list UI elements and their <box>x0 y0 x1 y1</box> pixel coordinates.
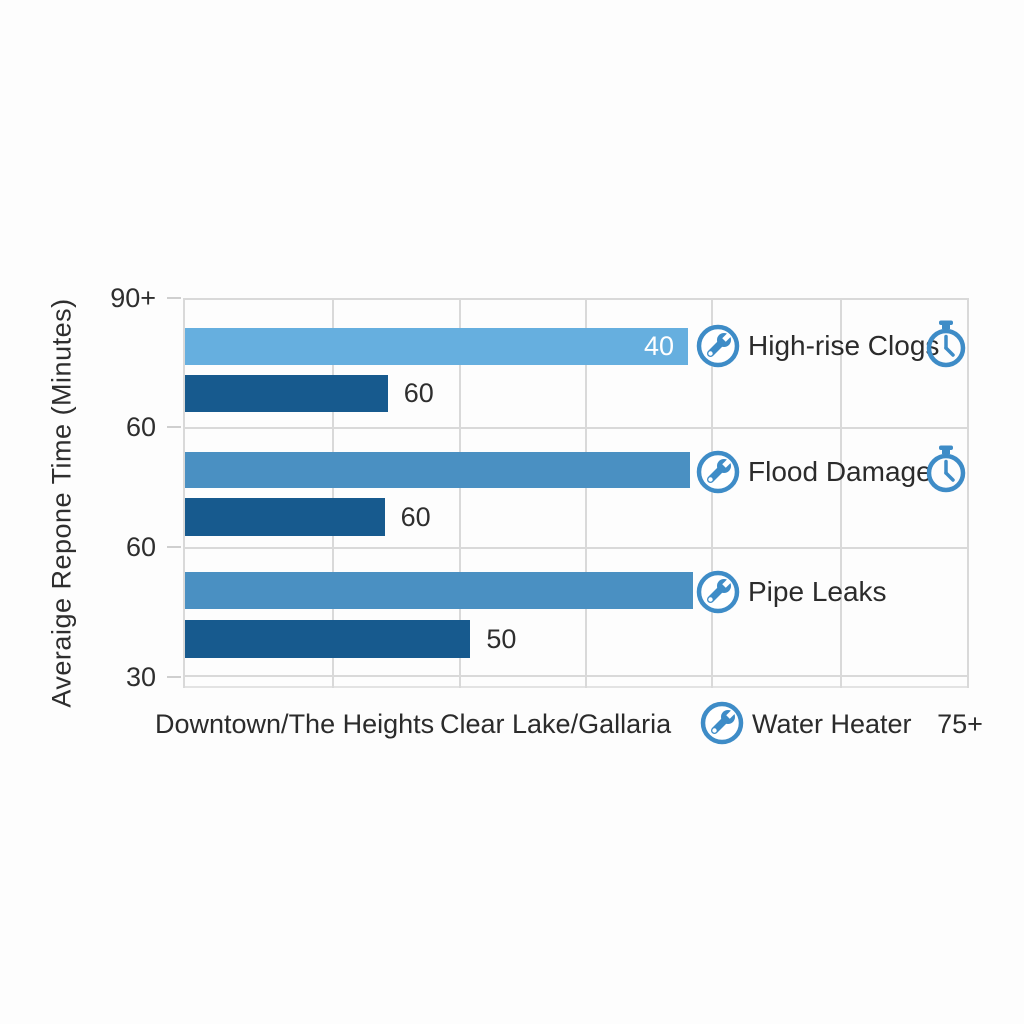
plot-area: 40 60 60 50 <box>183 298 969 688</box>
gridline-horizontal <box>183 675 969 677</box>
gridline-vertical <box>183 298 185 688</box>
x-axis-tick-75: 75+ <box>937 709 983 739</box>
bar-value-label: 60 <box>400 501 431 532</box>
wrench-icon <box>696 450 740 499</box>
x-axis-label-clear-lake: Clear Lake/Gallaria <box>440 709 672 739</box>
gridline-vertical <box>711 298 714 688</box>
gridline-vertical <box>840 298 843 688</box>
gridline-vertical <box>584 298 587 688</box>
wrench-icon <box>696 570 740 619</box>
gridline-vertical <box>458 298 461 688</box>
legend-label-water-heater: Water Heater <box>752 709 912 739</box>
bar-pipe-leaks-medium <box>185 572 693 609</box>
y-tick-60b: 60 <box>125 532 156 562</box>
y-axis-title: Averaige Repone Time (Minutes) <box>46 298 77 708</box>
x-axis-label-downtown: Downtown/The Heights <box>155 709 435 739</box>
gridline-horizontal <box>183 547 969 549</box>
y-tick-mark <box>167 546 181 548</box>
bar-flood-damage-medium <box>185 452 690 488</box>
gridline-horizontal <box>183 686 969 688</box>
bar-value-label: 40 <box>643 331 675 361</box>
gridline-vertical <box>332 298 335 688</box>
bar-flood-damage-dark: 60 <box>185 498 431 536</box>
bar-pipe-leaks-dark: 50 <box>185 620 516 658</box>
gridline-horizontal <box>183 298 969 300</box>
y-tick-mark <box>167 426 181 428</box>
y-tick-90: 90+ <box>110 283 156 313</box>
bar-highrise-clogs-light: 40 <box>185 328 689 365</box>
stopwatch-icon <box>920 443 972 500</box>
y-tick-30: 30 <box>125 662 156 692</box>
stopwatch-icon <box>920 318 972 375</box>
y-tick-mark <box>167 297 181 299</box>
y-tick-60a: 60 <box>125 412 156 442</box>
wrench-icon <box>696 324 740 373</box>
y-tick-mark <box>167 676 181 678</box>
bar-value-label: 50 <box>486 623 517 654</box>
bar-highrise-clogs-dark: 60 <box>185 375 434 412</box>
gridline-vertical <box>967 298 969 688</box>
wrench-icon <box>700 701 744 750</box>
legend-label-pipe-leaks: Pipe Leaks <box>748 576 887 607</box>
bar-value-label: 60 <box>403 378 434 408</box>
legend-label-highrise-clogs: High-rise Clogs <box>748 330 940 361</box>
gridline-horizontal <box>183 427 969 429</box>
legend-label-flood-damage: Flood Damage <box>748 456 932 487</box>
